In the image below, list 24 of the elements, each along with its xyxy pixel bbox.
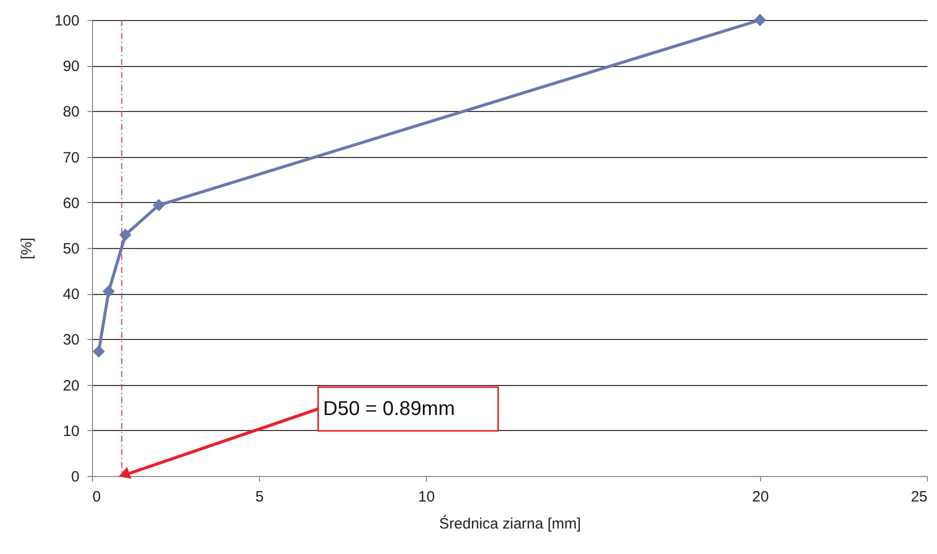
y-tick-label: 20 <box>62 377 80 394</box>
x-tick-label: 25 <box>910 488 928 506</box>
point <box>92 345 105 358</box>
point <box>119 228 132 241</box>
y-tick-label: 60 <box>62 194 80 212</box>
x-axis-title: Średnica ziarna [mm] <box>439 514 581 532</box>
y-tick-label: 40 <box>62 286 80 304</box>
y-tick-label: 70 <box>62 149 80 166</box>
x-tick-label: 5 <box>255 488 264 506</box>
point <box>754 14 766 26</box>
y-tick-label: 50 <box>62 240 80 258</box>
y-axis-title: [%] <box>18 238 36 260</box>
y-tick-label: 90 <box>62 58 80 76</box>
x-tick-label: 10 <box>418 488 435 506</box>
point <box>102 285 115 298</box>
y-tick-label: 100 <box>54 12 80 30</box>
point <box>152 199 165 212</box>
y-tick-label: 0 <box>71 468 80 486</box>
y-tick-label: 80 <box>62 104 80 121</box>
y-tick-label: 30 <box>62 332 80 349</box>
y-tick-label: 10 <box>62 422 80 440</box>
x-tick-label: 20 <box>752 488 769 506</box>
annotation: D50 = 0.89mm <box>323 398 455 420</box>
x-tick-label: 0 <box>92 488 101 506</box>
